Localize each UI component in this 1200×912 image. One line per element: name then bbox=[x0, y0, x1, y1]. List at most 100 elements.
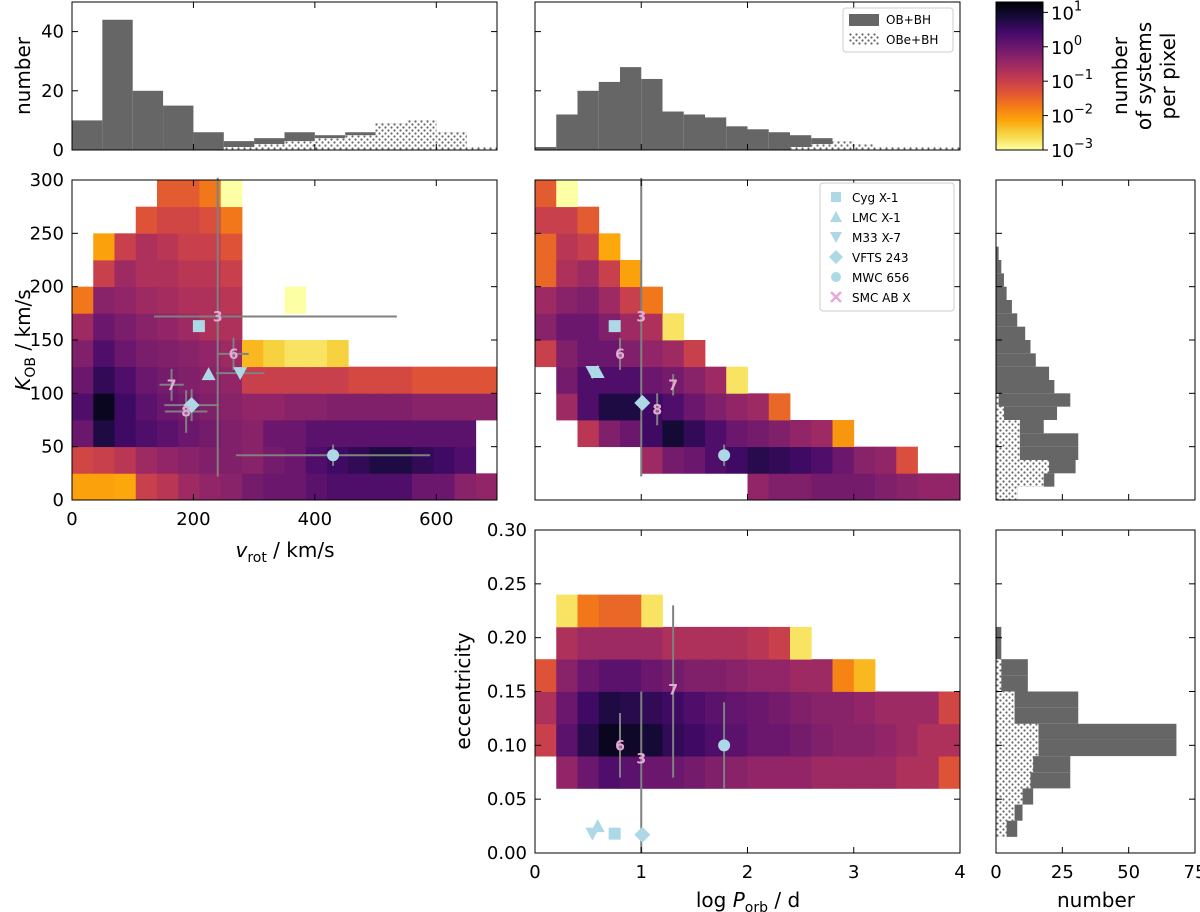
heatmap-cell bbox=[390, 420, 413, 448]
hist-bar-obe-bh bbox=[436, 132, 467, 150]
heatmap-cell bbox=[220, 473, 243, 501]
heatmap-cell bbox=[454, 446, 477, 474]
heatmap-cell bbox=[220, 313, 243, 341]
heatmap-cell bbox=[72, 366, 94, 394]
heatmap-cell bbox=[220, 286, 243, 314]
heatmap-cell bbox=[114, 393, 137, 421]
heat-e-logP-y-ticklabel: 0.30 bbox=[487, 520, 527, 541]
heatmap-cell bbox=[726, 420, 748, 448]
heatmap-cell bbox=[390, 393, 413, 421]
hist-bar-obe-bh bbox=[996, 406, 1004, 420]
heatmap-cell bbox=[598, 393, 621, 421]
colorbar-label-line2: of systems bbox=[1132, 22, 1156, 130]
heatmap-cell bbox=[135, 366, 158, 394]
colorbar-label-line1: number bbox=[1108, 36, 1132, 115]
heatmap-cell bbox=[938, 691, 961, 725]
hist-bar-ob-bh bbox=[193, 132, 224, 150]
heatmap-cell bbox=[938, 723, 961, 757]
hist-bar-obe-bh bbox=[996, 739, 1039, 757]
heat-e-logP-y-ticklabel: 0.25 bbox=[487, 574, 527, 595]
heatmap-cell bbox=[747, 659, 770, 692]
heatmap-cell bbox=[662, 393, 685, 421]
heatmap-cell bbox=[327, 393, 349, 421]
heatmap-cell bbox=[768, 626, 791, 660]
ylabel-K: KOB / km/s bbox=[11, 289, 39, 390]
heatmap-cell bbox=[220, 446, 243, 474]
heatmap-cell bbox=[620, 691, 642, 725]
heatmap-cell bbox=[93, 286, 115, 314]
hist-bar-ob-bh bbox=[535, 147, 557, 150]
heatmap-cell bbox=[577, 260, 600, 288]
heatmap-cell bbox=[832, 659, 855, 692]
hist-bar-obe-bh bbox=[996, 675, 1002, 692]
heatmap-cell bbox=[896, 473, 918, 501]
hist-bar-ob-bh bbox=[996, 659, 1028, 676]
heat-e-logP-x-ticklabel: 1 bbox=[636, 862, 647, 883]
heatmap-cell bbox=[853, 756, 876, 789]
heatmap-cell bbox=[157, 473, 179, 501]
heatmap-cell bbox=[178, 420, 200, 448]
heatmap-cell bbox=[726, 393, 748, 421]
heatmap-cell bbox=[199, 340, 222, 368]
heatmap-cell bbox=[556, 393, 578, 421]
heatmap-cell bbox=[768, 473, 791, 501]
heatmap-cell bbox=[93, 473, 115, 501]
legend-marker-label: VFTS 243 bbox=[852, 251, 909, 265]
heatmap-cell bbox=[348, 420, 370, 448]
heatmap-cell bbox=[768, 691, 791, 725]
heatmap-cell bbox=[178, 366, 200, 394]
heatmap-cell bbox=[199, 260, 222, 288]
marker-m33-x-7 bbox=[585, 366, 600, 379]
heatmap-cell bbox=[348, 393, 370, 421]
heatmap-cell bbox=[853, 723, 876, 757]
marker-lmc-x-1 bbox=[201, 367, 216, 381]
heatmap-cell bbox=[263, 446, 285, 474]
hist-bar-obe-bh bbox=[790, 147, 812, 150]
heatmap-cell bbox=[598, 594, 621, 628]
heatmap-cell bbox=[620, 393, 642, 421]
heatmap-cell bbox=[433, 420, 455, 448]
panel-heat-K-logP: 3 6 78 bbox=[534, 177, 961, 501]
marker-vfts-243 bbox=[183, 397, 200, 414]
system-label-6: 6 bbox=[229, 347, 239, 363]
hist-bar-obe-bh bbox=[996, 788, 1023, 805]
heatmap-cell bbox=[412, 420, 434, 448]
heatmap-cell bbox=[853, 473, 876, 501]
legend-marker-label: M33 X-7 bbox=[852, 231, 901, 245]
heatmap-cell bbox=[683, 393, 706, 421]
heatmap-cell bbox=[93, 260, 115, 288]
frame-hist-vrot bbox=[71, 1, 498, 151]
hist-bar-ob-bh bbox=[996, 313, 1018, 327]
hist-bar-ob-bh bbox=[72, 120, 103, 150]
legend-marker-square bbox=[831, 192, 841, 202]
heatmap-cell bbox=[598, 366, 621, 394]
hist-bar-obe-bh bbox=[996, 460, 1050, 474]
hist-vrot-y-ticklabel: 40 bbox=[41, 22, 64, 43]
heatmap-cell bbox=[72, 393, 94, 421]
heatmap-cell bbox=[72, 420, 94, 448]
hist-bar-ob-bh bbox=[996, 286, 1007, 300]
hist-bar-obe-bh bbox=[811, 144, 833, 150]
heatmap-cell bbox=[577, 340, 600, 368]
heatmap-cell bbox=[832, 473, 855, 501]
hist-bar-obe-bh bbox=[832, 141, 854, 150]
hist-e-x-ticklabel: 50 bbox=[1117, 862, 1140, 883]
panel-heat-K-vrot: 3 6 78 0 50 100 150 200 250 300 0 200 400 600 bbox=[30, 170, 498, 530]
heat-K-vrot-y-ticklabel: 200 bbox=[30, 277, 64, 298]
heatmap-cell bbox=[348, 366, 370, 394]
heatmap-cell bbox=[284, 420, 307, 448]
heatmap-cell bbox=[577, 723, 600, 757]
legend-markers: Cyg X-1 LMC X-1 M33 X-7 VFTS 243 MWC 656 SMC … bbox=[819, 182, 955, 312]
heat-e-logP-x-ticklabel: 4 bbox=[954, 862, 965, 883]
heatmap-cell bbox=[178, 233, 200, 261]
heatmap-cell bbox=[284, 446, 307, 474]
heatmap-cell bbox=[705, 626, 727, 660]
heatmap-cell bbox=[577, 691, 600, 725]
hist-bar-obe-bh bbox=[996, 473, 1044, 487]
heatmap-cell bbox=[832, 446, 855, 474]
heatmap-cell bbox=[242, 393, 264, 421]
heatmap-cell bbox=[556, 366, 578, 394]
heatmap-cell bbox=[220, 180, 243, 208]
hist-bar-ob-bh bbox=[102, 19, 133, 151]
heatmap-cell bbox=[454, 393, 477, 421]
